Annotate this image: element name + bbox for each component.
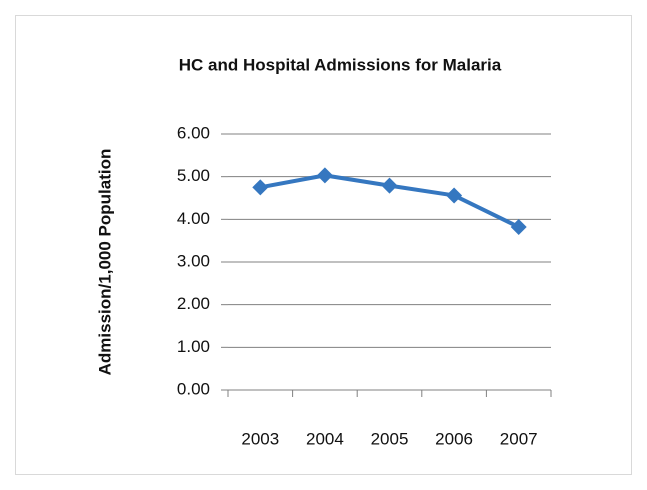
point-marker bbox=[316, 167, 333, 184]
point-marker bbox=[252, 179, 269, 196]
point-marker bbox=[381, 177, 398, 194]
point-marker bbox=[446, 187, 463, 204]
y-tick-label: 6.00 bbox=[177, 123, 210, 142]
point-marker bbox=[510, 219, 527, 236]
x-tick-label: 2007 bbox=[500, 429, 538, 448]
y-tick-label: 2.00 bbox=[177, 294, 210, 313]
x-tick-label: 2004 bbox=[306, 429, 344, 448]
x-tick-label: 2006 bbox=[435, 429, 473, 448]
y-tick-label: 0.00 bbox=[177, 379, 210, 398]
chart-border bbox=[15, 15, 632, 475]
y-tick-label: 4.00 bbox=[177, 209, 210, 228]
y-tick-label: 5.00 bbox=[177, 166, 210, 185]
x-tick-label: 2005 bbox=[371, 429, 409, 448]
chart-title: HC and Hospital Admissions for Malaria bbox=[179, 55, 502, 74]
y-axis-label: Admission/1,000 Population bbox=[95, 149, 114, 376]
y-tick-label: 1.00 bbox=[177, 337, 210, 356]
x-tick-label: 2003 bbox=[241, 429, 279, 448]
y-tick-label: 3.00 bbox=[177, 251, 210, 270]
